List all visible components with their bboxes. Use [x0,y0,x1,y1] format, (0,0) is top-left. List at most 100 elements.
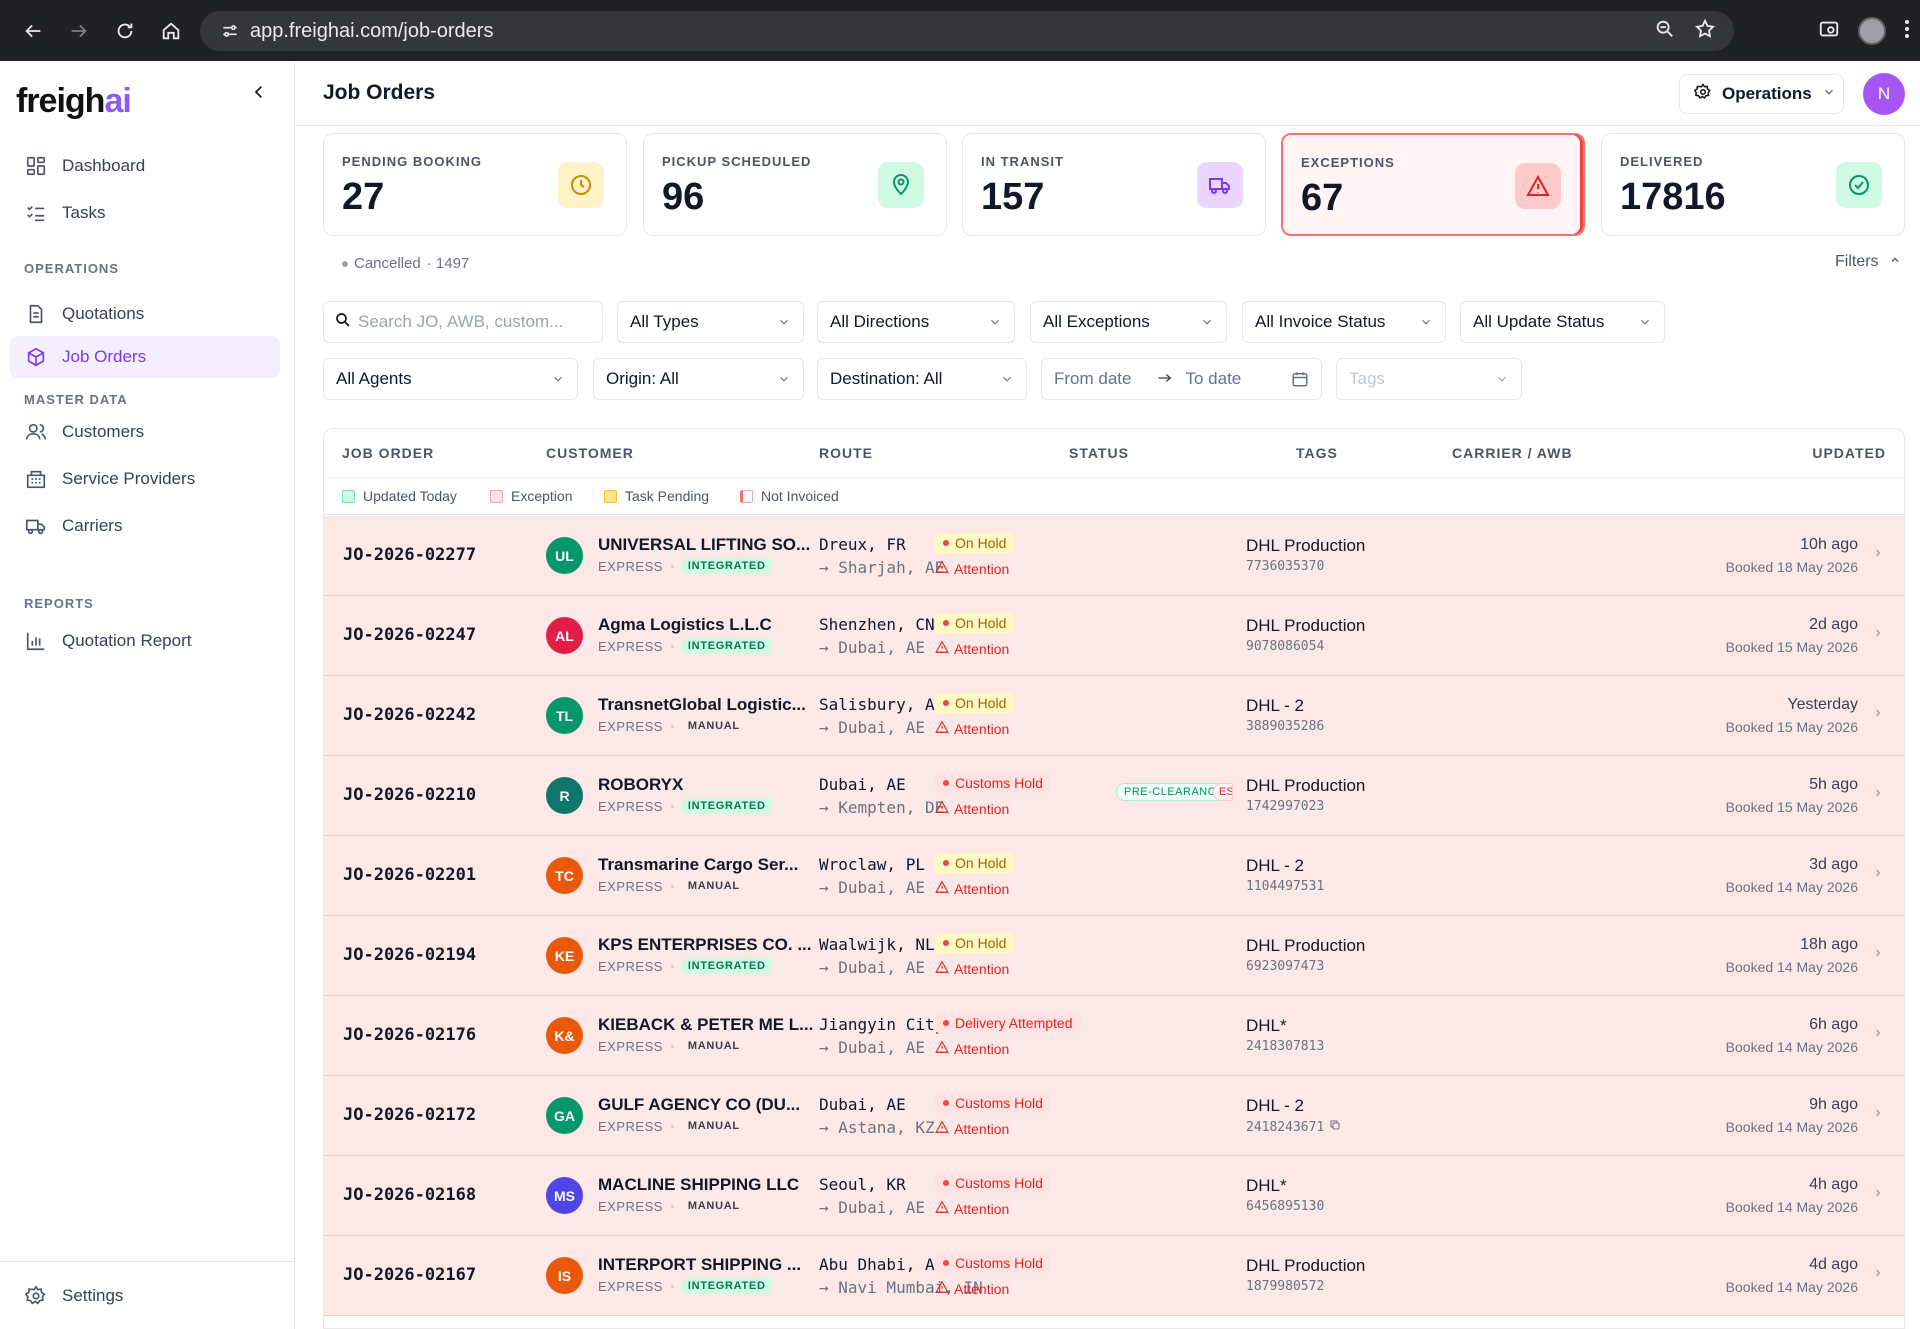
tag-chip[interactable]: ES [1213,783,1233,801]
chevron-right-icon[interactable] [1872,1106,1884,1124]
brand-logo[interactable]: freigh ai [16,81,132,120]
bookmark-star-icon[interactable] [1694,18,1716,45]
stat-card-pending-booking[interactable]: PENDING BOOKING 27 [323,133,627,236]
customer-name[interactable]: KIEBACK & PETER ME L... [598,1015,814,1034]
table-row[interactable]: JO-2026-02172 GA GULF AGENCY CO (DU... EXPR… [324,1076,1904,1156]
table-row[interactable]: JO-2026-02194 KE KPS ENTERPRISES CO. ... EX… [324,916,1904,996]
stat-card-exceptions[interactable]: EXCEPTIONS 67 [1281,133,1585,236]
sidebar-item-settings[interactable]: Settings [10,1275,280,1317]
chevron-right-icon[interactable] [1872,626,1884,644]
url-text[interactable]: app.freighai.com/job-orders [250,19,494,42]
table-row[interactable]: JO-2026-02176 K& KIEBACK & PETER ME L... EX… [324,996,1904,1076]
reload-icon[interactable] [102,8,148,54]
column-header-tags[interactable]: TAGS [1296,445,1338,461]
date-range-picker[interactable]: From date To date [1041,358,1322,400]
awb-value: 7736035370 [1246,559,1325,574]
to-date-field[interactable]: To date [1185,369,1242,388]
more-menu-icon[interactable] [1904,18,1910,45]
chevron-right-icon[interactable] [1872,866,1884,884]
job-order-id[interactable]: JO-2026-02172 [343,1105,477,1125]
job-order-id[interactable]: JO-2026-02210 [343,785,477,805]
forward-icon[interactable] [56,8,102,54]
user-avatar[interactable]: N [1863,73,1905,115]
type-select[interactable]: All Types [617,301,804,343]
sidebar-item-tasks[interactable]: Tasks [10,192,280,234]
route-origin: Dubai, AE [819,1095,906,1114]
sidebar-item-quotations[interactable]: Quotations [10,293,280,335]
from-date-field[interactable]: From date [1054,369,1132,388]
address-bar[interactable]: app.freighai.com/job-orders [200,11,1734,51]
customer-name[interactable]: GULF AGENCY CO (DU... [598,1095,801,1114]
home-icon[interactable] [148,8,194,54]
site-settings-icon[interactable] [210,21,250,41]
job-order-id[interactable]: JO-2026-02167 [343,1265,477,1285]
customer-name[interactable]: Transmarine Cargo Ser... [598,855,799,874]
tag-chip[interactable]: PRE-CLEARANCE [1116,783,1233,801]
awb-value: 1742997023 [1246,799,1325,814]
tab-search-icon[interactable] [1818,18,1840,45]
customer-name[interactable]: TransnetGlobal Logistic... [598,695,806,714]
chevron-right-icon[interactable] [1872,786,1884,804]
table-row[interactable]: JO-2026-02168 MS MACLINE SHIPPING LLC EXPRE… [324,1156,1904,1236]
column-header-customer[interactable]: CUSTOMER [546,445,634,461]
status-dot [943,540,949,546]
customer-name[interactable]: ROBORYX [598,775,684,794]
job-order-id[interactable]: JO-2026-02242 [343,705,477,725]
customer-name[interactable]: Agma Logistics L.L.C [598,615,772,634]
awb-value: 1104497531 [1246,879,1325,894]
invoice-status-select[interactable]: All Invoice Status [1242,301,1446,343]
collapse-sidebar-icon[interactable] [250,83,268,106]
workspace-selector[interactable]: Operations [1679,74,1844,114]
chevron-right-icon[interactable] [1872,706,1884,724]
table-row[interactable]: JO-2026-02247 AL Agma Logistics L.L.C EXPRE… [324,596,1904,676]
tags-select[interactable]: Tags [1336,358,1522,400]
column-header-status[interactable]: STATUS [1069,445,1129,461]
table-row[interactable]: JO-2026-02277 UL UNIVERSAL LIFTING SO... EX… [324,516,1904,596]
table-row[interactable]: JO-2026-02210 R ROBORYX EXPRESS INTEGRATED Du… [324,756,1904,836]
table-row[interactable]: JO-2026-02201 TC Transmarine Cargo Ser... E… [324,836,1904,916]
job-order-id[interactable]: JO-2026-02168 [343,1185,477,1205]
column-header-route[interactable]: ROUTE [819,445,873,461]
chevron-right-icon[interactable] [1872,1186,1884,1204]
sidebar-item-job-orders[interactable]: Job Orders [10,336,280,378]
chevron-right-icon[interactable] [1872,946,1884,964]
table-row[interactable]: JO-2026-02242 TL TransnetGlobal Logistic..… [324,676,1904,756]
agent-select[interactable]: All Agents [323,358,578,400]
profile-avatar[interactable] [1858,17,1886,45]
job-order-id[interactable]: JO-2026-02176 [343,1025,477,1045]
column-header-job-order[interactable]: JOB ORDER [342,445,435,461]
stat-card-pickup-scheduled[interactable]: PICKUP SCHEDULED 96 [643,133,947,236]
column-header-updated[interactable]: UPDATED [1812,445,1886,461]
customer-name[interactable]: MACLINE SHIPPING LLC [598,1175,800,1194]
job-order-id[interactable]: JO-2026-02201 [343,865,477,885]
sidebar-item-service-providers[interactable]: Service Providers [10,458,280,500]
customer-name[interactable]: KPS ENTERPRISES CO. ... [598,935,812,954]
column-header-carrier-awb[interactable]: CARRIER / AWB [1452,445,1573,461]
job-order-id[interactable]: JO-2026-02194 [343,945,477,965]
zoom-icon[interactable] [1654,18,1676,45]
copy-icon[interactable] [1329,1119,1341,1135]
update-status-select[interactable]: All Update Status [1460,301,1665,343]
origin-select[interactable]: Origin: All [593,358,804,400]
job-order-id[interactable]: JO-2026-02277 [343,545,477,565]
filters-toggle[interactable]: Filters [1835,253,1901,271]
back-icon[interactable] [10,8,56,54]
sidebar-item-quotation-report[interactable]: Quotation Report [10,620,280,662]
chevron-right-icon[interactable] [1872,1026,1884,1044]
cancelled-count[interactable]: Cancelled · 1497 [342,255,469,272]
sidebar-item-dashboard[interactable]: Dashboard [10,145,280,187]
sidebar-item-carriers[interactable]: Carriers [10,505,280,547]
job-order-id[interactable]: JO-2026-02247 [343,625,477,645]
customer-name[interactable]: INTERPORT SHIPPING ... [598,1255,802,1274]
stat-card-in-transit[interactable]: IN TRANSIT 157 [962,133,1266,236]
destination-select[interactable]: Destination: All [817,358,1027,400]
customer-name[interactable]: UNIVERSAL LIFTING SO... [598,535,811,554]
search-input[interactable]: Search JO, AWB, custom... [323,301,603,343]
exception-select[interactable]: All Exceptions [1030,301,1227,343]
sidebar-item-customers[interactable]: Customers [10,411,280,453]
direction-select[interactable]: All Directions [817,301,1015,343]
table-row[interactable]: JO-2026-02167 IS INTERPORT SHIPPING ... EXP… [324,1236,1904,1316]
chevron-right-icon[interactable] [1872,1266,1884,1284]
chevron-right-icon[interactable] [1872,546,1884,564]
stat-card-delivered[interactable]: DELIVERED 17816 [1601,133,1905,236]
